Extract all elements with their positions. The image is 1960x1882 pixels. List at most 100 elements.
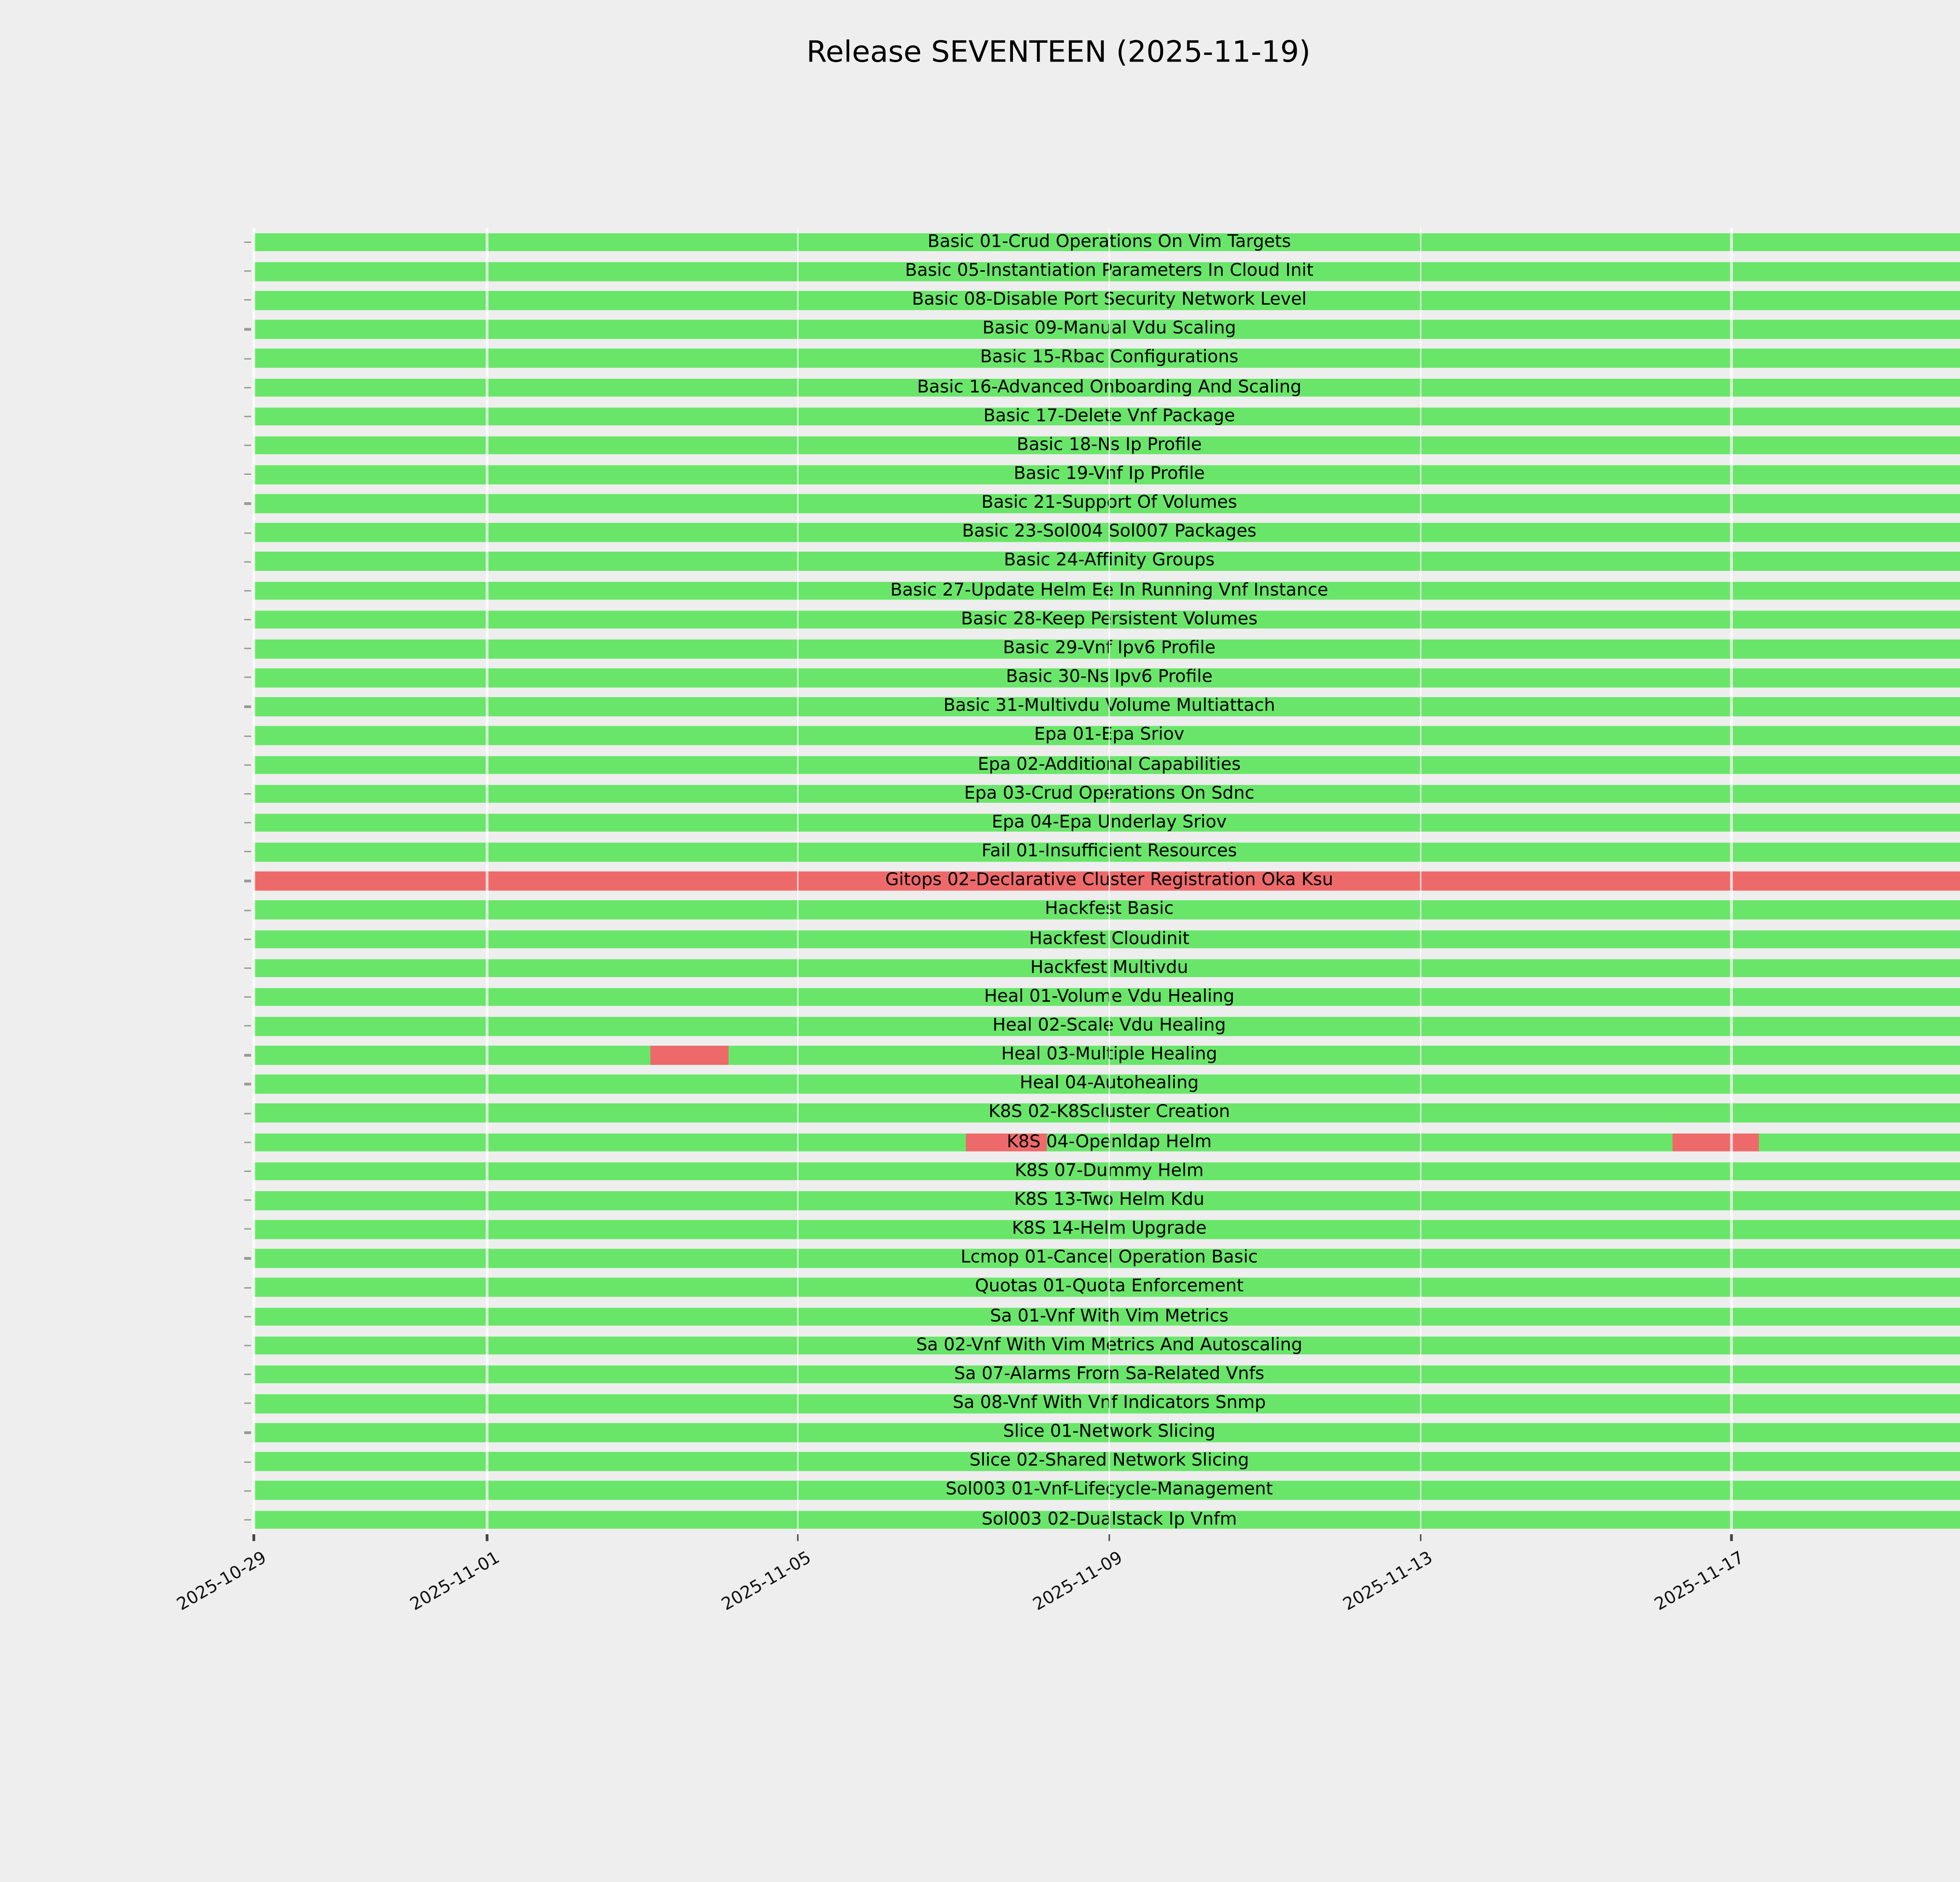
y-tick-mark (244, 619, 251, 621)
task-label: Heal 02-Scale Vdu Healing (993, 1015, 1226, 1036)
y-tick-mark (244, 1199, 251, 1201)
task-label: Basic 19-Vnf Ip Profile (1013, 464, 1205, 485)
y-tick-mark (244, 503, 251, 505)
task-label: Basic 08-Disable Port Security Network L… (912, 289, 1307, 311)
bar-segment-pass (254, 1481, 1960, 1500)
task-label: Basic 17-Delete Vnf Package (983, 405, 1235, 427)
task-label: Sa 07-Alarms From Sa-Related Vnfs (954, 1364, 1265, 1384)
bar-segment-fail (650, 1046, 728, 1065)
task-label: Basic 29-Vnf Ipv6 Profile (1003, 638, 1216, 659)
task-label: Fail 01-Insufficient Resources (981, 841, 1237, 862)
bar-segment-pass (254, 1220, 1960, 1239)
task-row: Basic 18-Ns Ip Profile (254, 436, 1960, 455)
task-row: Basic 08-Disable Port Security Network L… (254, 291, 1960, 310)
task-row: Fail 01-Insufficient Resources (254, 843, 1960, 861)
y-tick-mark (244, 270, 251, 272)
plot-area: Basic 01-Crud Operations On Vim Targets B… (244, 228, 1960, 1534)
x-tick-mark (253, 1534, 255, 1541)
y-tick-mark (244, 1431, 251, 1433)
y-tick-mark (244, 1344, 251, 1346)
task-label: K8S 04-Openldap Helm (1007, 1132, 1212, 1152)
bar-segment-pass (254, 1133, 965, 1152)
y-tick-mark (244, 561, 251, 563)
y-tick-mark (244, 909, 251, 911)
bar-segment-pass (254, 843, 1960, 861)
bar-segment-pass (254, 233, 1960, 252)
bar-segment-pass (254, 1249, 1960, 1268)
task-row: Slice 01-Network Slicing (254, 1423, 1960, 1442)
y-tick-mark (244, 1112, 251, 1114)
bar-segment-pass (254, 262, 1960, 281)
y-tick-mark (244, 445, 251, 447)
bar-segment-pass (254, 1452, 1960, 1471)
task-row: Heal 01-Volume Vdu Healing (254, 988, 1960, 1006)
y-tick-mark (244, 938, 251, 940)
task-label: Epa 03-Crud Operations On Sdnc (964, 783, 1255, 804)
task-row: K8S 07-Dummy Helm (254, 1162, 1960, 1181)
task-label: Basic 05-Instantiation Parameters In Clo… (905, 260, 1314, 282)
task-label: Basic 01-Crud Operations On Vim Targets (927, 231, 1291, 253)
task-label: Hackfest Basic (1045, 899, 1174, 920)
x-tick-mark (797, 1534, 799, 1541)
x-tick-label: 2025-10-29 (173, 1546, 270, 1615)
bar-segment-fail (965, 1133, 1047, 1152)
y-tick-mark (244, 474, 251, 476)
y-tick-mark (244, 1083, 251, 1085)
chart-title: Release SEVENTEEN (2025-11-19) (806, 36, 1311, 70)
bar-segment-pass (254, 1365, 1960, 1384)
y-tick-mark (244, 416, 251, 418)
bar-segment-pass (254, 959, 1960, 977)
task-row: K8S 13-Two Helm Kdu (254, 1191, 1960, 1210)
bar-segment-pass (254, 552, 1960, 571)
task-label: Sa 02-Vnf With Vim Metrics And Autoscali… (916, 1335, 1303, 1355)
y-tick-mark (244, 329, 251, 331)
bar-segment-pass (254, 814, 1960, 832)
task-label: Epa 02-Additional Capabilities (978, 754, 1241, 775)
bar-segment-pass (254, 756, 1960, 774)
bar-segment-pass (254, 901, 1960, 919)
task-label: K8S 02-K8Scluster Creation (988, 1103, 1230, 1123)
task-row: Sa 08-Vnf With Vnf Indicators Snmp (254, 1394, 1960, 1413)
task-row: Basic 27-Update Helm Ee In Running Vnf I… (254, 581, 1960, 600)
y-tick-mark (244, 1490, 251, 1491)
x-tick-mark (1108, 1534, 1110, 1541)
bar-segment-pass (254, 581, 1960, 600)
task-row: Hackfest Basic (254, 901, 1960, 919)
task-label: Quotas 01-Quota Enforcement (975, 1277, 1244, 1297)
task-label: Hackfest Cloudinit (1029, 928, 1190, 949)
task-row: Basic 19-Vnf Ip Profile (254, 465, 1960, 484)
y-tick-mark (244, 1228, 251, 1230)
bar-segment-pass (254, 1278, 1960, 1297)
task-row: Basic 09-Manual Vdu Scaling (254, 320, 1960, 339)
task-label: Hackfest Multivdu (1030, 957, 1189, 978)
task-row: Heal 02-Scale Vdu Healing (254, 1017, 1960, 1035)
task-row: Epa 03-Crud Operations On Sdnc (254, 785, 1960, 803)
task-row: Lcmop 01-Cancel Operation Basic (254, 1249, 1960, 1268)
y-tick-mark (244, 299, 251, 302)
y-tick-mark (244, 648, 251, 650)
task-row: Basic 24-Affinity Groups (254, 552, 1960, 571)
task-row: Gitops 02-Declarative Cluster Registrati… (254, 872, 1960, 890)
task-row: Heal 03-Multiple Healing (254, 1046, 1960, 1065)
bar-segment-pass (254, 1307, 1960, 1326)
y-tick-mark (244, 532, 251, 534)
bar-segment-pass (254, 1017, 1960, 1035)
y-tick-mark (244, 764, 251, 766)
task-label: Gitops 02-Declarative Cluster Registrati… (885, 870, 1334, 891)
task-label: Heal 03-Multiple Healing (1001, 1044, 1218, 1065)
task-label: Sol003 01-Vnf-Lifecycle-Management (946, 1480, 1273, 1501)
y-tick-mark (244, 241, 251, 243)
y-tick-mark (244, 1257, 251, 1259)
bar-segment-pass (254, 785, 1960, 803)
y-tick-mark (244, 1025, 251, 1027)
task-label: Basic 27-Update Helm Ee In Running Vnf I… (890, 580, 1328, 601)
task-row: Sa 01-Vnf With Vim Metrics (254, 1307, 1960, 1326)
bar-segment-pass (254, 523, 1960, 542)
bar-segment-pass (254, 639, 1960, 658)
bar-segment-pass (254, 378, 1960, 397)
y-tick-mark (244, 1286, 251, 1288)
bar-segment-fail (254, 872, 1960, 890)
y-tick-mark (244, 967, 251, 969)
bar-segment-pass (1047, 1133, 1673, 1152)
bar-segment-pass (254, 1075, 1960, 1094)
